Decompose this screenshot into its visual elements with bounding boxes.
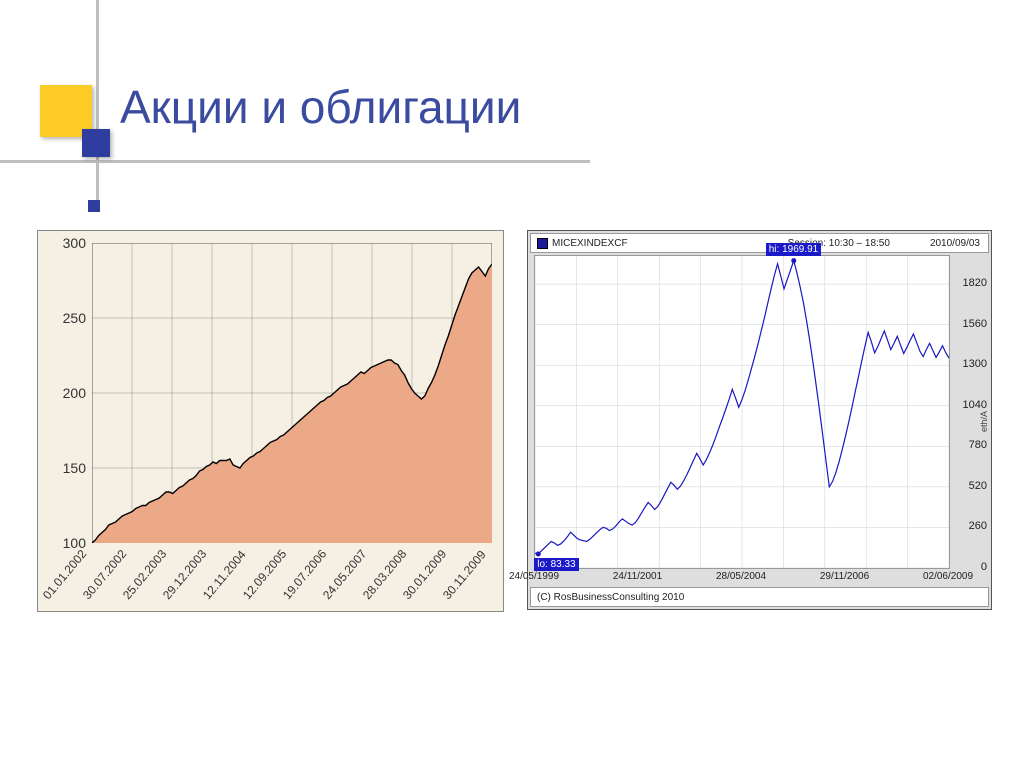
stocks-lo-annotation: lo: 83.33 [534,558,578,571]
stocks-header: MICEXINDEXCF Session: 10:30 – 18:50 2010… [530,233,989,253]
decor-bullet-icon [88,200,100,212]
stocks-xtick: 24/05/1999 [509,571,559,582]
stocks-ytick: 1820 [963,277,987,289]
bonds-ytick: 200 [38,385,86,401]
legend-color-icon [537,238,548,249]
bonds-ytick: 150 [38,460,86,476]
bonds-svg [92,243,492,543]
stocks-xtick: 02/06/2009 [923,571,973,582]
stocks-ytick: 0 [981,561,987,573]
stocks-ytick: 780 [969,439,987,451]
stocks-ytick: 520 [969,480,987,492]
stocks-ytick: 1560 [963,318,987,330]
bonds-area-chart: 10015020025030001.01.200230.07.200225.02… [37,230,504,612]
stocks-copyright: (C) RosBusinessConsulting 2010 [537,592,684,603]
bonds-plot-area [92,243,492,543]
stocks-hi-annotation: hi: 1969.91 [766,243,822,256]
page-title: Акции и облигации [120,80,521,134]
stocks-plot-area: hi: 1969.91 lo: 83.33 [534,255,950,569]
stocks-xtick: 24/11/2001 [613,571,662,582]
stocks-yaxis-label: eth/A [979,411,989,432]
stocks-xtick: 29/11/2006 [820,571,869,582]
stocks-date: 2010/09/03 [930,238,980,249]
stocks-ytick: 1040 [963,399,987,411]
stocks-svg [535,256,949,568]
stocks-ytick: 260 [969,520,987,532]
bonds-ytick: 250 [38,310,86,326]
slide: Акции и облигации 10015020025030001.01.2… [0,0,1024,767]
decor-blue-square [82,129,110,157]
stocks-line-chart: MICEXINDEXCF Session: 10:30 – 18:50 2010… [527,230,992,610]
stocks-ytick: 1300 [963,358,987,370]
stocks-xtick: 28/05/2004 [716,571,766,582]
decor-vline [96,0,99,210]
bonds-ytick: 300 [38,235,86,251]
decor-hline [0,160,590,163]
stocks-symbol: MICEXINDEXCF [552,238,628,249]
stocks-footer: (C) RosBusinessConsulting 2010 [530,587,989,607]
